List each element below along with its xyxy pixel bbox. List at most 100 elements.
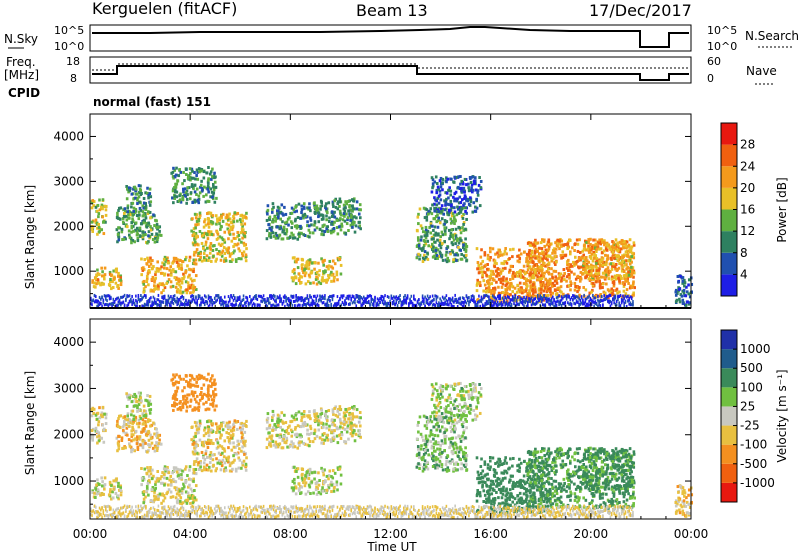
power-cell xyxy=(178,297,181,301)
power-cell xyxy=(220,236,224,240)
power-cell xyxy=(534,295,537,299)
power-cell xyxy=(440,209,443,213)
power-cell xyxy=(120,295,122,299)
velocity-cell xyxy=(144,424,148,428)
velocity-cell xyxy=(131,425,134,429)
power-cell xyxy=(540,247,544,251)
power-cell xyxy=(623,263,627,267)
velocity-cell xyxy=(91,438,95,442)
power-cell xyxy=(457,175,460,179)
power-cell xyxy=(312,294,315,298)
power-cell xyxy=(614,254,618,258)
power-cell xyxy=(462,228,465,232)
power-cell xyxy=(176,300,178,304)
power-cell xyxy=(186,193,189,197)
power-cell xyxy=(498,296,500,300)
velocity-cell xyxy=(184,465,188,469)
power-cell xyxy=(419,302,421,306)
power-cell xyxy=(142,279,146,283)
power-cell xyxy=(424,234,427,238)
power-cell xyxy=(153,300,156,304)
power-cell xyxy=(138,229,142,233)
power-cell xyxy=(147,221,150,225)
power-cell xyxy=(456,207,460,211)
power-cell xyxy=(347,209,351,213)
power-cell xyxy=(174,270,178,274)
power-cell xyxy=(584,267,587,271)
power-cell xyxy=(333,199,336,203)
power-cell xyxy=(175,260,179,264)
power-cell xyxy=(678,300,682,304)
power-cell xyxy=(479,255,483,259)
power-cell xyxy=(578,279,582,283)
power-cell xyxy=(347,302,350,306)
power-cell xyxy=(421,230,425,234)
power-cell xyxy=(153,278,157,282)
power-cell xyxy=(473,297,475,301)
power-cell xyxy=(582,299,584,303)
power-cell xyxy=(453,222,456,226)
power-cell xyxy=(554,288,557,292)
power-cell xyxy=(477,183,481,187)
power-cell xyxy=(173,269,176,273)
power-cell xyxy=(599,304,602,308)
power-cell xyxy=(579,270,583,274)
power-cell xyxy=(332,226,336,230)
velocity-cell xyxy=(156,497,160,501)
power-cell xyxy=(191,279,194,283)
power-cell xyxy=(468,300,470,304)
power-cell xyxy=(390,294,393,298)
power-cell xyxy=(607,243,610,247)
power-cell xyxy=(247,301,250,305)
power-cell xyxy=(341,218,345,222)
power-cell xyxy=(536,266,540,270)
power-cell xyxy=(508,278,512,282)
power-cell xyxy=(479,299,481,303)
power-cell xyxy=(488,250,492,254)
power-cell xyxy=(212,182,215,186)
power-cell xyxy=(607,273,610,277)
velocity-cell xyxy=(112,479,116,483)
power-cell xyxy=(492,272,496,276)
power-cell xyxy=(110,287,113,291)
power-cell xyxy=(680,294,684,298)
power-cell xyxy=(310,223,313,227)
power-cell xyxy=(622,284,626,288)
power-cell xyxy=(503,294,507,298)
power-cell xyxy=(437,210,441,214)
power-cell xyxy=(587,250,591,254)
power-cell xyxy=(624,300,627,304)
power-cell xyxy=(597,304,599,308)
power-cell xyxy=(499,250,502,254)
power-cell xyxy=(395,301,398,305)
power-cell xyxy=(486,302,489,306)
power-cell xyxy=(111,304,113,308)
power-cell xyxy=(96,268,99,272)
power-cell xyxy=(624,259,627,263)
power-cell xyxy=(103,273,107,277)
velocity-cell xyxy=(114,478,118,482)
power-cell xyxy=(168,296,171,300)
power-cell xyxy=(550,295,553,299)
power-cell xyxy=(185,288,188,292)
power-cell xyxy=(306,301,309,305)
power-cell xyxy=(610,275,614,279)
power-cell xyxy=(140,266,144,270)
power-cell xyxy=(180,300,182,304)
power-cell xyxy=(533,251,537,255)
velocity-cell xyxy=(188,483,191,487)
velocity-cell xyxy=(101,405,105,409)
velocity-cell xyxy=(175,500,179,504)
power-cell xyxy=(128,235,132,239)
velocity-cell xyxy=(189,487,193,491)
power-cell xyxy=(185,201,188,205)
power-cell xyxy=(307,302,310,306)
power-cell xyxy=(142,213,146,217)
power-cell xyxy=(161,261,164,265)
power-cell xyxy=(173,259,176,263)
power-cell xyxy=(225,247,228,251)
velocity-cell xyxy=(112,487,115,491)
power-cell xyxy=(466,296,469,300)
power-cell xyxy=(485,293,488,297)
